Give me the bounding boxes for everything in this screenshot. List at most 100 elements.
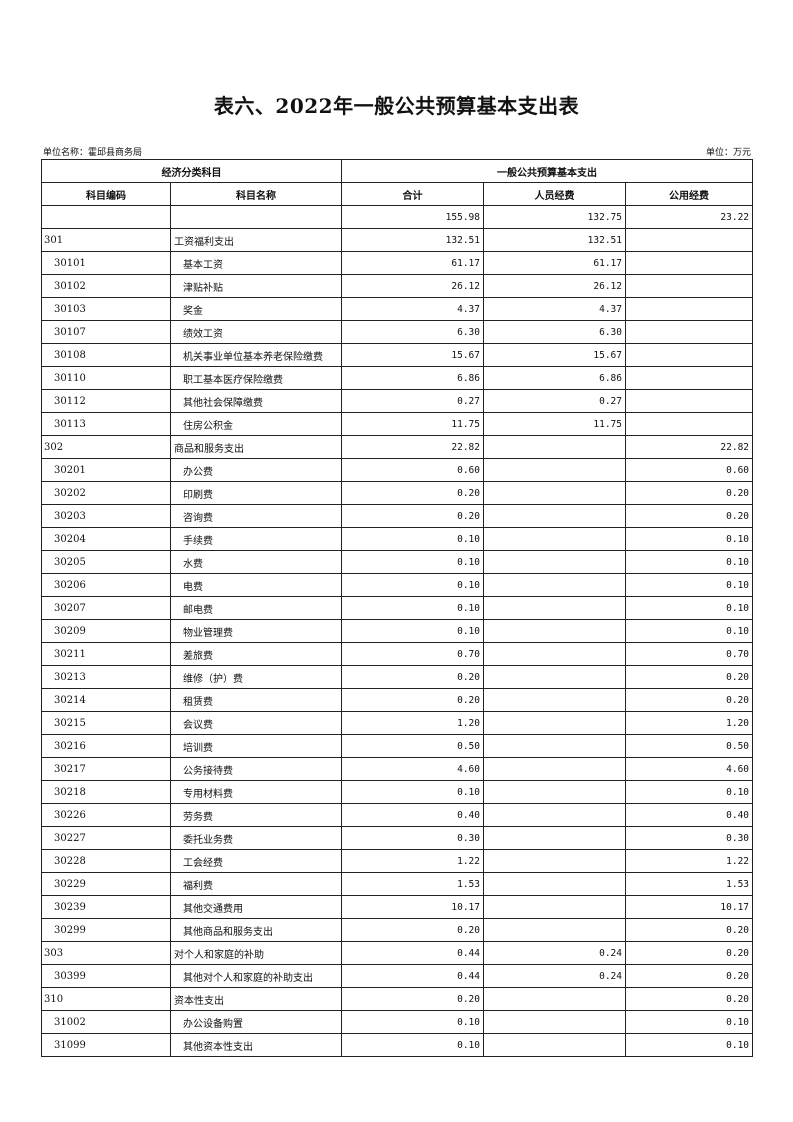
cell-personnel: 132.75 — [483, 205, 626, 229]
cell-total: 10.17 — [341, 895, 484, 919]
cell-personnel: 0.24 — [483, 964, 626, 988]
cell-personnel: 6.30 — [483, 320, 626, 344]
table-row: 30207 邮电费 0.10 0.10 — [41, 596, 754, 620]
cell-personnel — [483, 895, 626, 919]
cell-personnel: 26.12 — [483, 274, 626, 298]
cell-name: 办公设备购置 — [170, 1010, 342, 1034]
table-row: 31002 办公设备购置 0.10 0.10 — [41, 1010, 754, 1034]
cell-name: 会议费 — [170, 711, 342, 735]
header-personnel: 人员经费 — [483, 182, 626, 206]
cell-code: 30209 — [41, 619, 171, 643]
table-row: 30206 电费 0.10 0.10 — [41, 573, 754, 597]
cell-total: 0.20 — [341, 665, 484, 689]
header-row: 科目编码 科目名称 合计 人员经费 公用经费 — [41, 182, 754, 206]
cell-code: 30202 — [41, 481, 171, 505]
cell-public: 0.10 — [624, 573, 754, 597]
cell-public: 0.60 — [624, 458, 754, 482]
table-row: 30214 租赁费 0.20 0.20 — [41, 688, 754, 712]
cell-code: 30211 — [41, 642, 171, 666]
cell-total: 0.10 — [341, 596, 484, 620]
cell-code: 30229 — [41, 872, 171, 896]
cell-name: 委托业务费 — [170, 826, 342, 850]
cell-name: 咨询费 — [170, 504, 342, 528]
cell-public: 0.30 — [624, 826, 754, 850]
cell-name: 邮电费 — [170, 596, 342, 620]
cell-code: 30204 — [41, 527, 171, 551]
cell-code: 30213 — [41, 665, 171, 689]
cell-code: 303 — [41, 941, 171, 965]
cell-name: 培训费 — [170, 734, 342, 758]
cell-personnel — [483, 665, 626, 689]
cell-name: 电费 — [170, 573, 342, 597]
cell-total: 0.40 — [341, 803, 484, 827]
cell-public: 4.60 — [624, 757, 754, 781]
table-row: 30202 印刷费 0.20 0.20 — [41, 481, 754, 505]
cell-code: 30239 — [41, 895, 171, 919]
cell-total: 132.51 — [341, 228, 484, 252]
cell-public — [624, 297, 754, 321]
table-row: 30215 会议费 1.20 1.20 — [41, 711, 754, 735]
cell-public: 0.20 — [624, 665, 754, 689]
cell-code: 30103 — [41, 297, 171, 321]
cell-personnel — [483, 826, 626, 850]
cell-total: 15.67 — [341, 343, 484, 367]
cell-public: 22.82 — [624, 435, 754, 459]
cell-personnel: 61.17 — [483, 251, 626, 275]
cell-name: 工资福利支出 — [170, 228, 342, 252]
cell-total: 61.17 — [341, 251, 484, 275]
cell-personnel: 0.24 — [483, 941, 626, 965]
cell-total: 1.20 — [341, 711, 484, 735]
header-total: 合计 — [341, 182, 484, 206]
cell-name: 其他社会保障缴费 — [170, 389, 342, 413]
cell-personnel: 4.37 — [483, 297, 626, 321]
cell-total: 1.22 — [341, 849, 484, 873]
cell-total: 0.10 — [341, 550, 484, 574]
cell-code: 30216 — [41, 734, 171, 758]
cell-name: 印刷费 — [170, 481, 342, 505]
cell-total: 0.50 — [341, 734, 484, 758]
cell-personnel — [483, 1010, 626, 1034]
cell-total: 0.10 — [341, 527, 484, 551]
cell-personnel — [483, 619, 626, 643]
table-row: 31099 其他资本性支出 0.10 0.10 — [41, 1033, 754, 1057]
cell-public: 0.20 — [624, 918, 754, 942]
cell-total: 0.20 — [341, 504, 484, 528]
table-row: 30110 职工基本医疗保险缴费 6.86 6.86 — [41, 366, 754, 390]
cell-total: 0.30 — [341, 826, 484, 850]
table-row: 30226 劳务费 0.40 0.40 — [41, 803, 754, 827]
cell-name: 其他交通费用 — [170, 895, 342, 919]
cell-personnel — [483, 550, 626, 574]
cell-code: 30201 — [41, 458, 171, 482]
table-row: 30107 绩效工资 6.30 6.30 — [41, 320, 754, 344]
cell-name: 福利费 — [170, 872, 342, 896]
cell-total: 0.60 — [341, 458, 484, 482]
cell-personnel — [483, 573, 626, 597]
cell-name: 机关事业单位基本养老保险缴费 — [170, 343, 342, 367]
cell-public: 0.20 — [624, 688, 754, 712]
cell-public — [624, 228, 754, 252]
cell-name: 其他对个人和家庭的补助支出 — [170, 964, 342, 988]
cell-personnel — [483, 504, 626, 528]
cell-total: 0.70 — [341, 642, 484, 666]
cell-total: 4.60 — [341, 757, 484, 781]
cell-total: 11.75 — [341, 412, 484, 436]
table-row: 30203 咨询费 0.20 0.20 — [41, 504, 754, 528]
cell-public: 0.10 — [624, 596, 754, 620]
cell-name: 物业管理费 — [170, 619, 342, 643]
cell-personnel — [483, 757, 626, 781]
cell-code: 30101 — [41, 251, 171, 275]
cell-personnel — [483, 803, 626, 827]
cell-name: 维修（护）费 — [170, 665, 342, 689]
cell-total: 1.53 — [341, 872, 484, 896]
cell-code: 30113 — [41, 412, 171, 436]
cell-code: 30214 — [41, 688, 171, 712]
table-row: 30216 培训费 0.50 0.50 — [41, 734, 754, 758]
cell-public: 0.70 — [624, 642, 754, 666]
cell-code — [41, 205, 171, 229]
cell-public: 0.10 — [624, 780, 754, 804]
cell-public: 1.53 — [624, 872, 754, 896]
cell-total: 4.37 — [341, 297, 484, 321]
cell-code: 30228 — [41, 849, 171, 873]
table-row: 30211 差旅费 0.70 0.70 — [41, 642, 754, 666]
cell-personnel — [483, 688, 626, 712]
